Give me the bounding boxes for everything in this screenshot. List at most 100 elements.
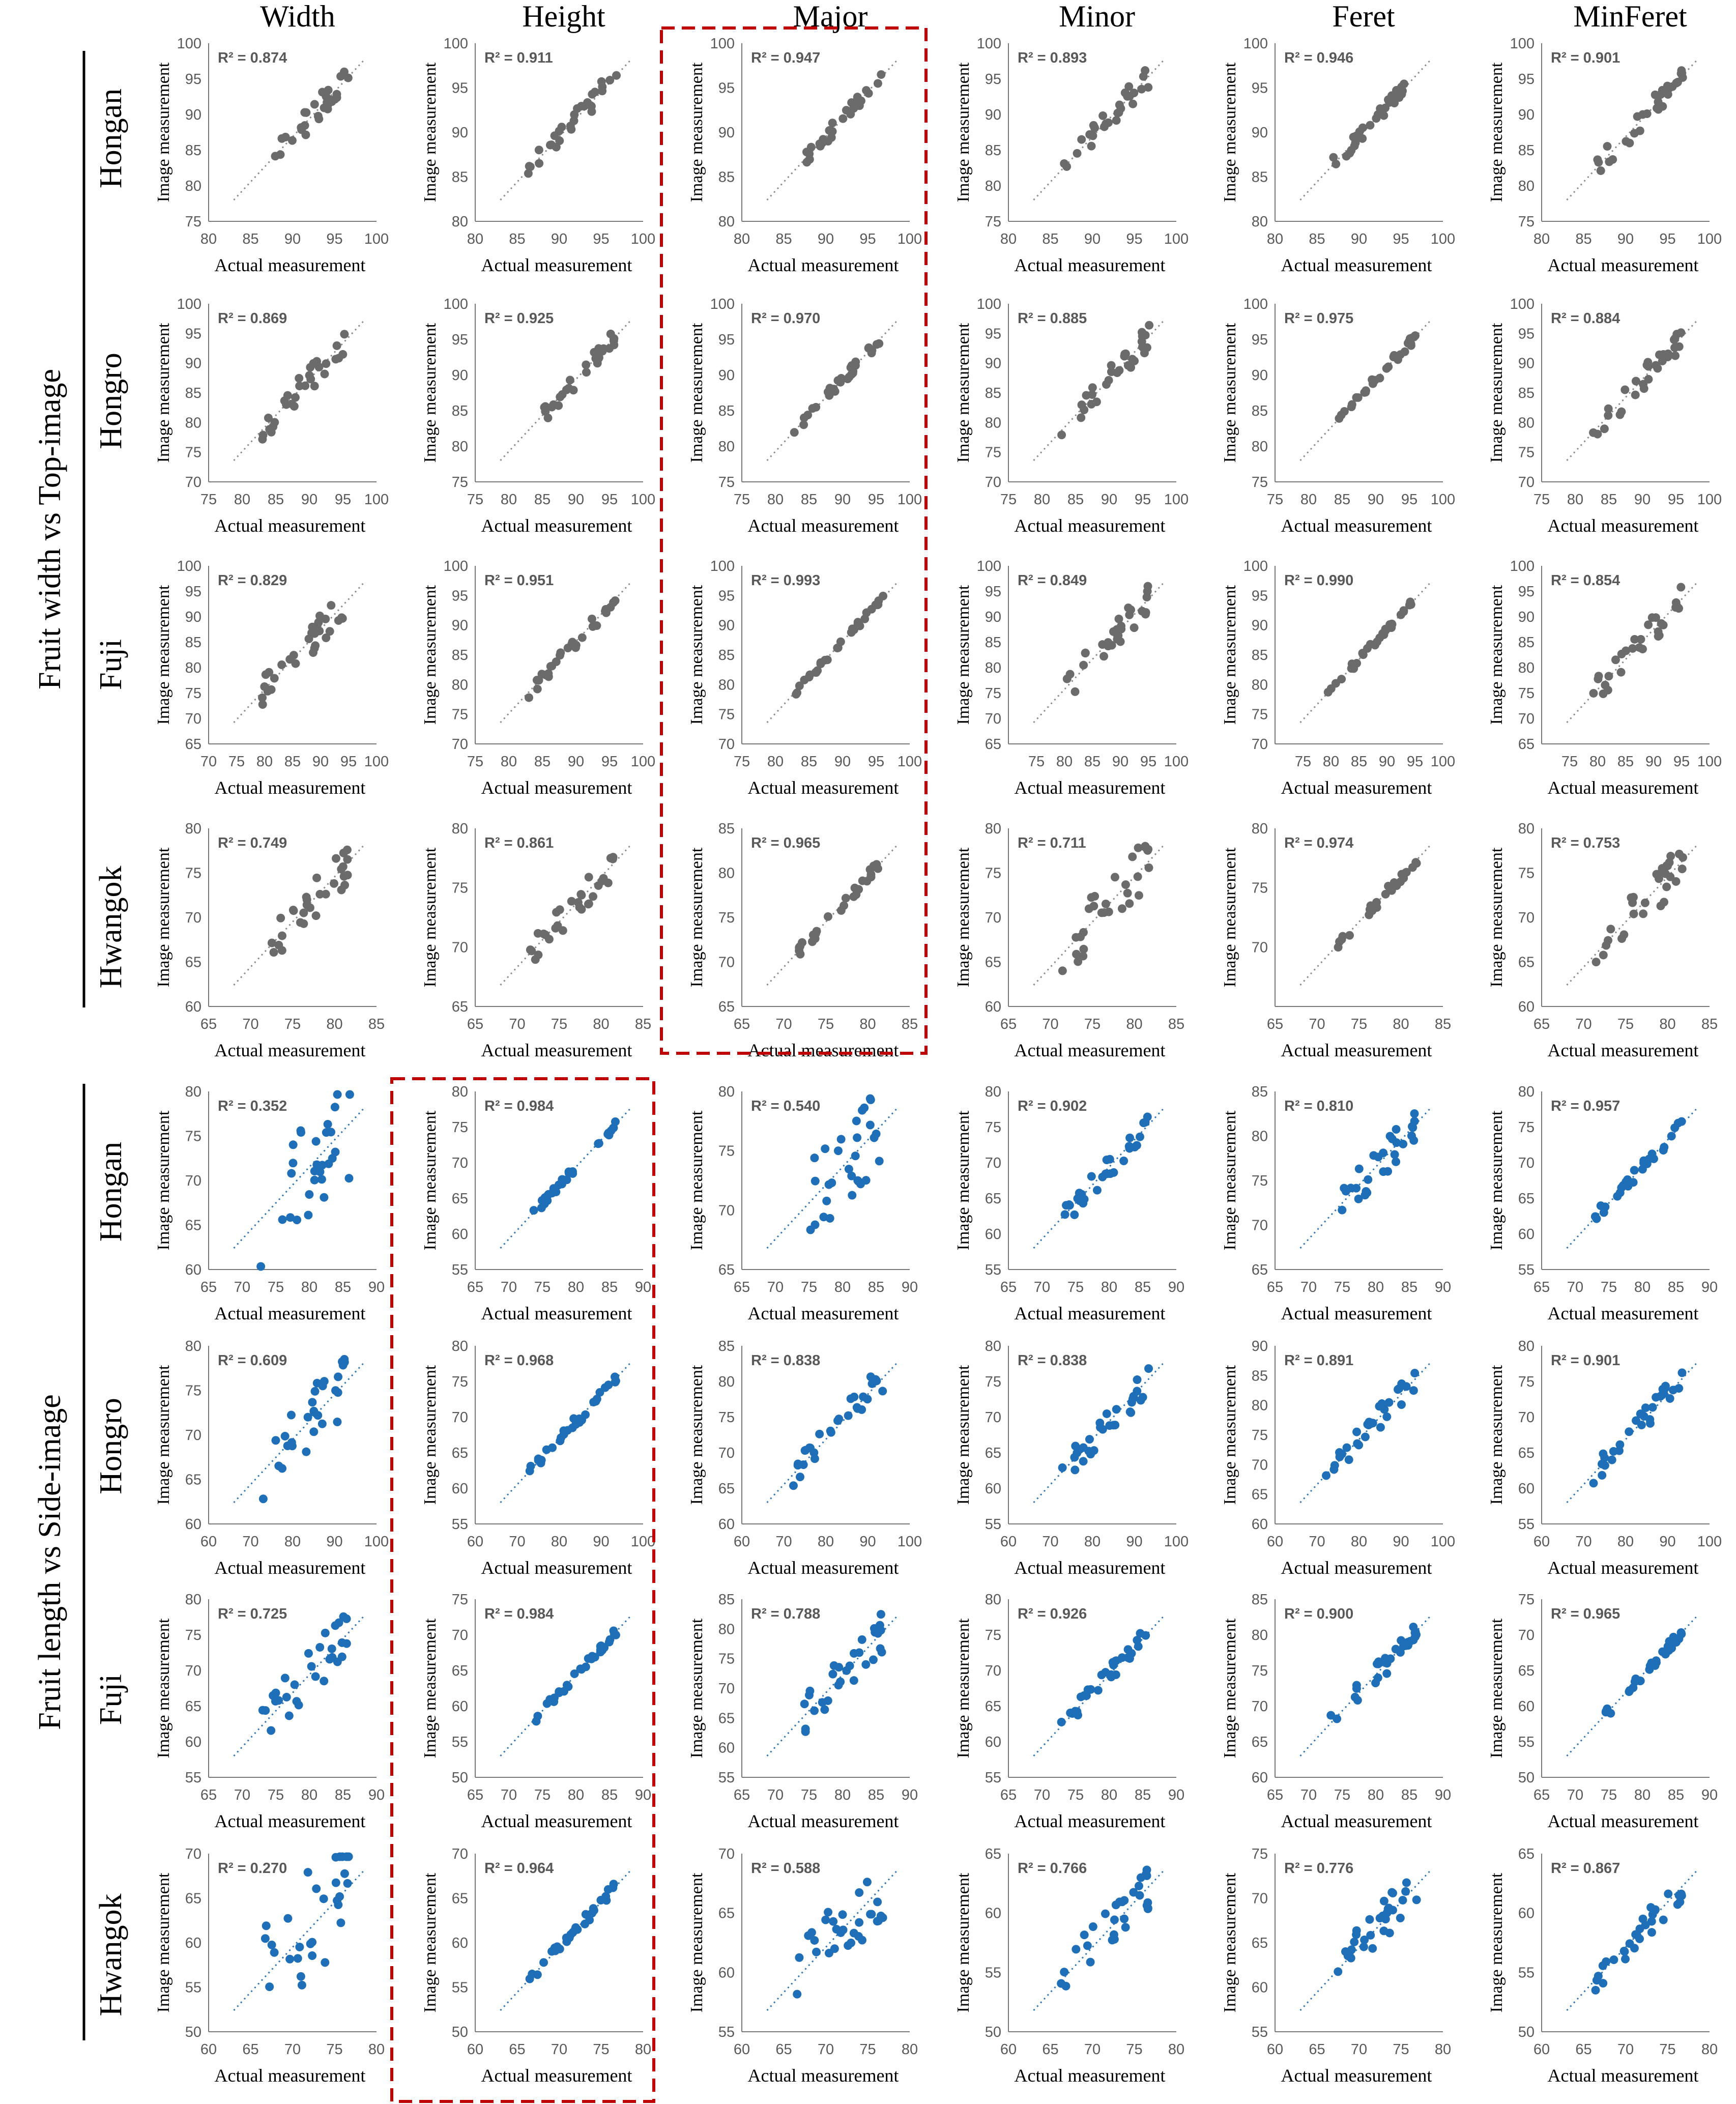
x-tick-label: 65	[1534, 1016, 1550, 1032]
data-point	[344, 1174, 354, 1183]
data-point	[1138, 332, 1147, 341]
data-point	[277, 660, 286, 670]
data-point	[1387, 91, 1396, 100]
y-tick-label: 75	[985, 1374, 1001, 1390]
x-tick-label: 85	[1168, 1016, 1184, 1032]
data-point	[305, 1190, 314, 1199]
x-tick-label: 60	[1534, 2041, 1550, 2058]
data-point	[1659, 1915, 1668, 1924]
panel-length-fuji-width: 65 70 75 80 85 90 55 60 65 70 75 80 Actual measureme…	[154, 1592, 385, 1831]
data-point	[856, 96, 865, 105]
data-point	[1631, 377, 1640, 386]
x-tick-label: 80	[767, 492, 784, 508]
y-axis-title: Image measurement	[954, 847, 973, 987]
x-tick-label: 75	[859, 2041, 876, 2058]
data-point	[1133, 1635, 1142, 1645]
trend-line	[1033, 845, 1164, 986]
data-point	[555, 1687, 564, 1696]
x-tick-label: 90	[326, 1534, 342, 1550]
x-axis-title: Actual measurement	[748, 1303, 899, 1323]
y-tick-label: 95	[718, 80, 735, 97]
data-point	[1065, 670, 1075, 679]
data-point	[1133, 872, 1142, 881]
data-point	[547, 1947, 557, 1956]
data-point	[1397, 1379, 1406, 1389]
y-tick-label: 90	[452, 618, 468, 634]
y-tick-label: 50	[1518, 2024, 1535, 2040]
data-point	[1405, 600, 1414, 610]
data-point	[1604, 411, 1613, 420]
y-tick-label: 80	[1518, 1338, 1535, 1354]
x-tick-label: 100	[898, 754, 922, 770]
y-tick-label: 75	[1252, 1173, 1268, 1189]
data-point	[317, 1175, 326, 1184]
data-point	[1130, 89, 1139, 98]
y-tick-label: 60	[1518, 1906, 1535, 1922]
y-tick-label: 60	[985, 1734, 1001, 1750]
y-tick-label: 85	[718, 1592, 735, 1608]
y-tick-label: 70	[985, 1409, 1001, 1426]
data-point	[1079, 660, 1088, 670]
data-point	[1613, 1192, 1622, 1201]
x-tick-label: 95	[1401, 492, 1417, 508]
data-point	[1087, 141, 1096, 151]
data-point	[1124, 82, 1134, 91]
data-point	[1396, 1648, 1405, 1657]
y-tick-label: 70	[1252, 1218, 1268, 1234]
data-point	[556, 392, 565, 401]
y-axis-title: Image measurement	[687, 62, 706, 202]
data-point	[267, 1940, 276, 1949]
data-point	[587, 614, 596, 623]
y-tick-label: 75	[718, 707, 735, 723]
data-point	[1354, 1194, 1363, 1203]
data-point	[1085, 1435, 1094, 1444]
data-point	[577, 633, 587, 642]
x-tick-label: 80	[1435, 2041, 1451, 2058]
y-tick-label: 90	[185, 107, 201, 123]
data-point	[524, 169, 533, 178]
data-point	[836, 378, 845, 387]
data-point	[1136, 1629, 1145, 1638]
x-tick-label: 80	[256, 754, 273, 770]
data-point	[270, 674, 279, 683]
x-tick-label: 80	[1084, 1534, 1101, 1550]
x-tick-label: 70	[1575, 1534, 1592, 1550]
y-tick-label: 65	[1518, 736, 1535, 753]
data-point	[1112, 116, 1121, 125]
row-label-top-fuji: Fuji	[94, 639, 128, 690]
row-label-top-hongan: Hongan	[94, 89, 128, 188]
data-point	[294, 1701, 303, 1710]
x-tick-label: 100	[1697, 754, 1722, 770]
data-point	[608, 854, 617, 863]
x-tick-label: 70	[1042, 1016, 1058, 1032]
data-point	[847, 1171, 856, 1180]
y-tick-label: 85	[185, 142, 201, 159]
y-axis-title: Image measurement	[154, 323, 173, 463]
y-axis-title: Image measurement	[1487, 1110, 1506, 1250]
y-axis-title: Image measurement	[954, 1618, 973, 1758]
x-axis-title: Actual measurement	[1548, 1303, 1699, 1323]
y-tick-label: 60	[985, 1481, 1001, 1497]
panel-length-hwangok-height: 60 65 70 75 80 50 55 60 65 70 Actual measurement Im…	[421, 1846, 651, 2086]
x-tick-label: 70	[200, 754, 217, 770]
y-tick-label: 85	[985, 385, 1001, 401]
x-tick-label: 100	[1697, 231, 1722, 247]
x-tick-label: 95	[1126, 231, 1142, 247]
data-point	[877, 70, 886, 79]
x-tick-label: 85	[1401, 1787, 1417, 1803]
data-point	[546, 662, 555, 671]
data-point	[532, 676, 541, 685]
data-point	[589, 1906, 598, 1915]
y-tick-label: 80	[718, 214, 735, 230]
x-tick-label: 100	[631, 1534, 655, 1550]
data-point	[331, 854, 340, 863]
x-tick-label: 70	[1042, 1534, 1058, 1550]
data-point	[1125, 1407, 1135, 1417]
y-tick-label: 55	[452, 1734, 468, 1750]
x-tick-label: 80	[1368, 1787, 1384, 1803]
y-tick-label: 60	[185, 1262, 201, 1278]
data-point	[286, 1213, 295, 1222]
data-point	[1347, 400, 1356, 409]
x-tick-label: 65	[734, 1279, 750, 1295]
y-tick-label: 80	[985, 1338, 1001, 1354]
